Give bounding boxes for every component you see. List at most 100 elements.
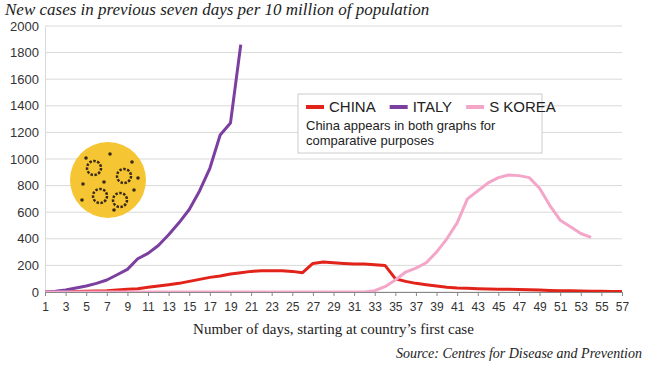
virus-icon-dot: [132, 188, 136, 192]
x-tick-mark: [395, 292, 396, 296]
virus-icon-dot: [84, 156, 88, 160]
x-tick: 27: [307, 292, 321, 314]
y-tick-label: 600: [17, 205, 39, 220]
x-tick-label: 53: [575, 300, 589, 314]
x-tick-mark: [519, 292, 520, 296]
x-tick-mark: [498, 292, 499, 296]
legend-swatch: [390, 105, 408, 109]
virus-icon-dot: [108, 152, 112, 156]
x-tick-mark: [169, 292, 170, 296]
virus-icon-germ: [87, 161, 101, 175]
x-tick: 9: [125, 292, 132, 314]
x-tick: 55: [595, 292, 609, 314]
chart: New cases in previous seven days per 10 …: [0, 0, 650, 366]
x-tick: 35: [389, 292, 403, 314]
x-tick-label: 43: [472, 300, 486, 314]
x-tick: 25: [286, 292, 300, 314]
x-axis-line: [46, 293, 623, 297]
x-tick-mark: [210, 292, 211, 296]
x-tick-label: 13: [162, 300, 176, 314]
x-tick: 51: [554, 292, 568, 314]
x-tick: 17: [204, 292, 218, 314]
legend-label: ITALY: [413, 98, 452, 115]
x-tick: 37: [410, 292, 424, 314]
x-tick: 31: [348, 292, 362, 314]
y-axis-line: [45, 27, 46, 293]
x-tick-label: 35: [389, 300, 403, 314]
y-tick-label: 1400: [10, 98, 39, 113]
x-tick-label: 21: [245, 300, 259, 314]
x-tick: 33: [369, 292, 383, 314]
grid: [45, 26, 622, 292]
x-tick: 7: [104, 292, 111, 314]
virus-icon-dot: [80, 198, 84, 202]
x-tick-mark: [148, 292, 149, 296]
x-tick-mark: [251, 292, 252, 296]
x-tick: 23: [265, 292, 279, 314]
grid-line: [45, 26, 622, 27]
legend: CHINAITALYS KOREAChina appears in both g…: [298, 94, 556, 153]
x-tick-label: 25: [286, 300, 300, 314]
x-tick-mark: [107, 292, 108, 296]
x-tick-label: 9: [125, 300, 132, 314]
x-tick-mark: [581, 292, 582, 296]
x-tick: 39: [430, 292, 444, 314]
y-tick: 2000: [10, 19, 45, 34]
virus-icon-disc: [70, 142, 146, 218]
x-tick-label: 1: [42, 300, 49, 314]
virus-icon-dot: [130, 160, 134, 164]
x-tick: 11: [142, 292, 155, 314]
title: New cases in previous seven days per 10 …: [4, 0, 429, 19]
virus-icon-dot: [102, 180, 106, 184]
plot-lines: [45, 45, 622, 292]
x-tick: 3: [63, 292, 70, 314]
x-tick-mark: [45, 292, 46, 296]
virus-icon: [70, 142, 146, 218]
x-tick-mark: [375, 292, 376, 296]
y-tick: 1400: [10, 98, 45, 113]
y-tick: 1200: [10, 125, 45, 140]
legend-label: CHINA: [329, 98, 376, 115]
x-tick-mark: [540, 292, 541, 296]
y-tick-label: 1600: [10, 72, 39, 87]
y-tick-label: 1800: [10, 45, 39, 60]
x-tick-mark: [127, 292, 128, 296]
y-tick-label: 1200: [10, 125, 39, 140]
x-tick-label: 5: [83, 300, 90, 314]
x-tick: 57: [616, 292, 630, 314]
y-tick-label: 2000: [10, 19, 39, 34]
x-tick-mark: [313, 292, 314, 296]
x-tick-label: 45: [492, 300, 506, 314]
x-tick-mark: [292, 292, 293, 296]
x-tick-label: 27: [307, 300, 321, 314]
x-tick-mark: [601, 292, 602, 296]
x-tick: 41: [451, 292, 465, 314]
x-tick-mark: [272, 292, 273, 296]
x-tick-mark: [334, 292, 335, 296]
x-tick-mark: [416, 292, 417, 296]
y-tick-label: 400: [17, 231, 39, 246]
x-tick-mark: [478, 292, 479, 296]
x-tick-label: 33: [369, 300, 383, 314]
x-tick-mark: [560, 292, 561, 296]
x-tick-mark: [86, 292, 87, 296]
x-tick-label: 15: [183, 300, 197, 314]
grid-line: [45, 238, 622, 239]
virus-icon-dot: [81, 182, 85, 186]
x-tick-label: 55: [595, 300, 609, 314]
x-tick-label: 51: [554, 300, 568, 314]
x-tick: 29: [327, 292, 341, 314]
x-tick-label: 37: [410, 300, 424, 314]
y-tick-label: 200: [17, 258, 39, 273]
grid-line: [45, 52, 622, 53]
x-tick: 47: [513, 292, 527, 314]
x-tick-label: 39: [430, 300, 444, 314]
y-tick: 1800: [10, 45, 45, 60]
y-tick: 0: [32, 285, 45, 300]
x-tick-label: 29: [327, 300, 341, 314]
x-axis-title: Number of days, starting at country’s fi…: [193, 321, 474, 337]
y-tick-label: 0: [32, 285, 39, 300]
x-tick-label: 11: [142, 300, 155, 314]
y-tick: 600: [17, 205, 45, 220]
x-tick-label: 41: [451, 300, 465, 314]
